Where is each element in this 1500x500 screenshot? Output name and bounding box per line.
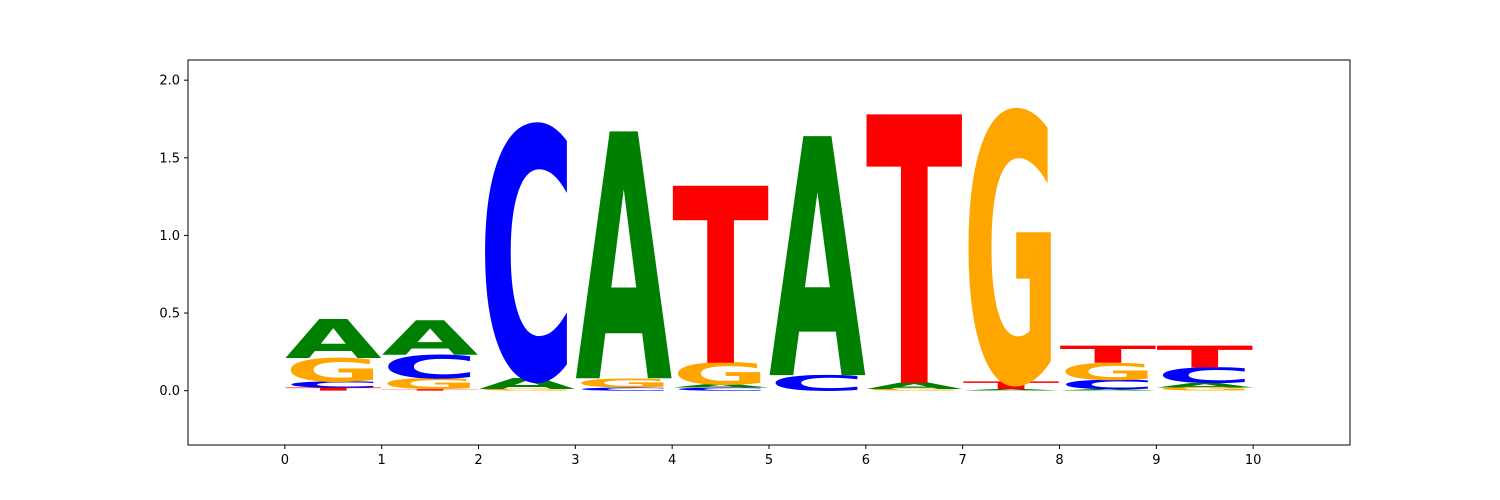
logo-letter-a: A — [672, 384, 770, 389]
y-tick-label: 1.5 — [159, 151, 180, 166]
logo-letter-c: C — [382, 349, 479, 386]
logo-letter-a: A — [575, 65, 672, 459]
logo-letter-g: G — [285, 352, 382, 389]
x-tick-label: 4 — [668, 453, 676, 468]
logo-letter-t: T — [963, 379, 1060, 391]
x-tick-label: 2 — [474, 453, 482, 468]
x-tick-label: 3 — [571, 453, 579, 468]
logo-letter-c: C — [1156, 363, 1253, 388]
x-axis: 0 1 2 3 4 5 6 7 8 9 10 — [281, 445, 1262, 468]
y-tick-label: 2.0 — [159, 74, 180, 89]
logo-letter-g: G — [382, 375, 479, 392]
logo-letter-a: A — [479, 375, 576, 392]
logo-letter-g: G — [575, 376, 672, 391]
logo-letter-c: C — [672, 387, 769, 392]
logo-letter-c: C — [769, 371, 866, 396]
logo-letter-a: A — [769, 71, 866, 453]
x-tick-label: 0 — [281, 453, 289, 468]
y-axis: 0.0 0.5 1.0 1.5 2.0 — [159, 74, 188, 399]
logo-letter-t: T — [285, 387, 382, 392]
logo-letter-t: T — [672, 137, 769, 420]
y-tick-label: 1.0 — [159, 229, 180, 244]
logo-letter-c: C — [575, 387, 672, 392]
logo-letter-g: G — [672, 357, 769, 392]
x-tick-label: 8 — [1055, 453, 1063, 468]
logo-letter-a: A — [963, 389, 1061, 391]
logo-letter-g: G — [1060, 358, 1157, 385]
logo-letter-a: A — [285, 309, 382, 371]
logo-letter-a: A — [1156, 382, 1253, 389]
logo-letter-c: C — [285, 380, 382, 390]
y-tick-label: 0.0 — [159, 384, 180, 399]
x-tick-label: 7 — [959, 453, 967, 468]
logo-letter-g: G — [479, 389, 576, 391]
x-tick-label: 10 — [1245, 453, 1262, 468]
logo-letter-g: G — [1156, 387, 1253, 392]
x-tick-label: 6 — [862, 453, 870, 468]
y-tick-label: 0.5 — [159, 307, 180, 322]
x-tick-label: 5 — [765, 453, 773, 468]
logo-letter-a: A — [1060, 389, 1158, 391]
logo-letter-g: G — [963, 39, 1060, 469]
x-tick-label: 9 — [1152, 453, 1160, 468]
logo-letter-c: C — [1060, 377, 1157, 392]
logo-letter-a: A — [382, 312, 479, 367]
logo-letter-t: T — [866, 41, 964, 470]
logo-letter-a: A — [866, 381, 963, 391]
logo-letter-t: T — [1156, 340, 1253, 375]
x-tick-label: 1 — [378, 453, 386, 468]
logo-letter-t: T — [382, 389, 479, 391]
logo-letter-t: T — [1060, 341, 1157, 368]
logo-letter-c: C — [479, 59, 576, 461]
logo-letter-g: G — [866, 389, 963, 391]
